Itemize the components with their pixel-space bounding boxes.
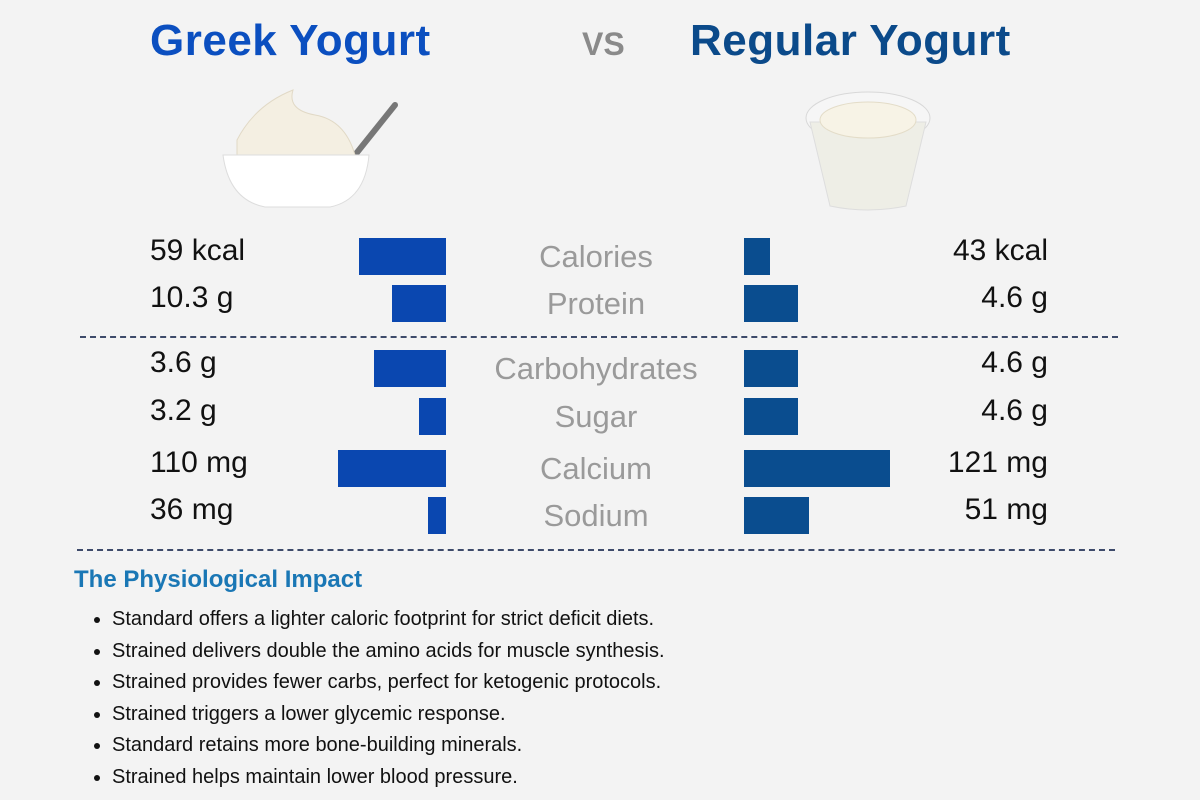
greek-value-carbohydrates: 3.6 g	[150, 346, 217, 379]
nutrient-label-sodium: Sodium	[543, 498, 649, 533]
greek-value-calories: 59 kcal	[150, 234, 246, 267]
nutrient-label-carbohydrates: Carbohydrates	[494, 351, 698, 386]
impact-list: Standard offers a lighter caloric footpr…	[90, 604, 665, 793]
regular-bar-sodium	[744, 497, 809, 534]
impact-bullet: Standard offers a lighter caloric footpr…	[112, 604, 665, 636]
nutrient-label-sugar: Sugar	[554, 399, 638, 434]
nutrient-label-calories: Calories	[539, 239, 653, 274]
impact-heading: The Physiological Impact	[74, 566, 363, 593]
regular-value-calories: 43 kcal	[952, 234, 1048, 267]
impact-bullet: Strained delivers double the amino acids…	[112, 636, 665, 668]
greek-value-sugar: 3.2 g	[150, 394, 217, 427]
regular-value-sodium: 51 mg	[964, 493, 1048, 526]
greek-bar-protein	[392, 285, 446, 322]
regular-value-protein: 4.6 g	[981, 281, 1048, 314]
greek-value-protein: 10.3 g	[150, 281, 234, 314]
regular-value-carbohydrates: 4.6 g	[981, 346, 1048, 379]
regular-bar-sugar	[744, 398, 798, 435]
greek-bar-calcium	[338, 450, 446, 487]
impact-bullet: Strained helps maintain lower blood pres…	[112, 762, 665, 794]
regular-bar-calcium	[744, 450, 890, 487]
regular-bar-carbohydrates	[744, 350, 798, 387]
greek-yogurt-title: Greek Yogurt	[150, 16, 431, 65]
regular-yogurt-title: Regular Yogurt	[690, 16, 1011, 65]
regular-yogurt-cup-image	[805, 91, 931, 211]
regular-value-calcium: 121 mg	[947, 446, 1048, 479]
impact-bullet: Strained provides fewer carbs, perfect f…	[112, 667, 665, 699]
impact-bullet: Standard retains more bone-building mine…	[112, 730, 665, 762]
divider-dashed	[80, 336, 1118, 338]
regular-bar-calories	[744, 238, 770, 275]
greek-bar-calories	[359, 238, 446, 275]
vs-label: VS	[582, 26, 625, 62]
greek-bar-carbohydrates	[374, 350, 446, 387]
regular-value-sugar: 4.6 g	[981, 394, 1048, 427]
nutrient-label-calcium: Calcium	[540, 451, 652, 486]
impact-bullet: Strained triggers a lower glycemic respo…	[112, 699, 665, 731]
greek-value-sodium: 36 mg	[150, 493, 234, 526]
greek-yogurt-bowl-image	[222, 89, 398, 208]
greek-bar-sodium	[428, 497, 446, 534]
nutrient-label-protein: Protein	[546, 286, 646, 321]
greek-value-calcium: 110 mg	[150, 446, 248, 479]
regular-bar-protein	[744, 285, 798, 322]
greek-bar-sugar	[419, 398, 446, 435]
divider-dashed	[77, 549, 1115, 551]
